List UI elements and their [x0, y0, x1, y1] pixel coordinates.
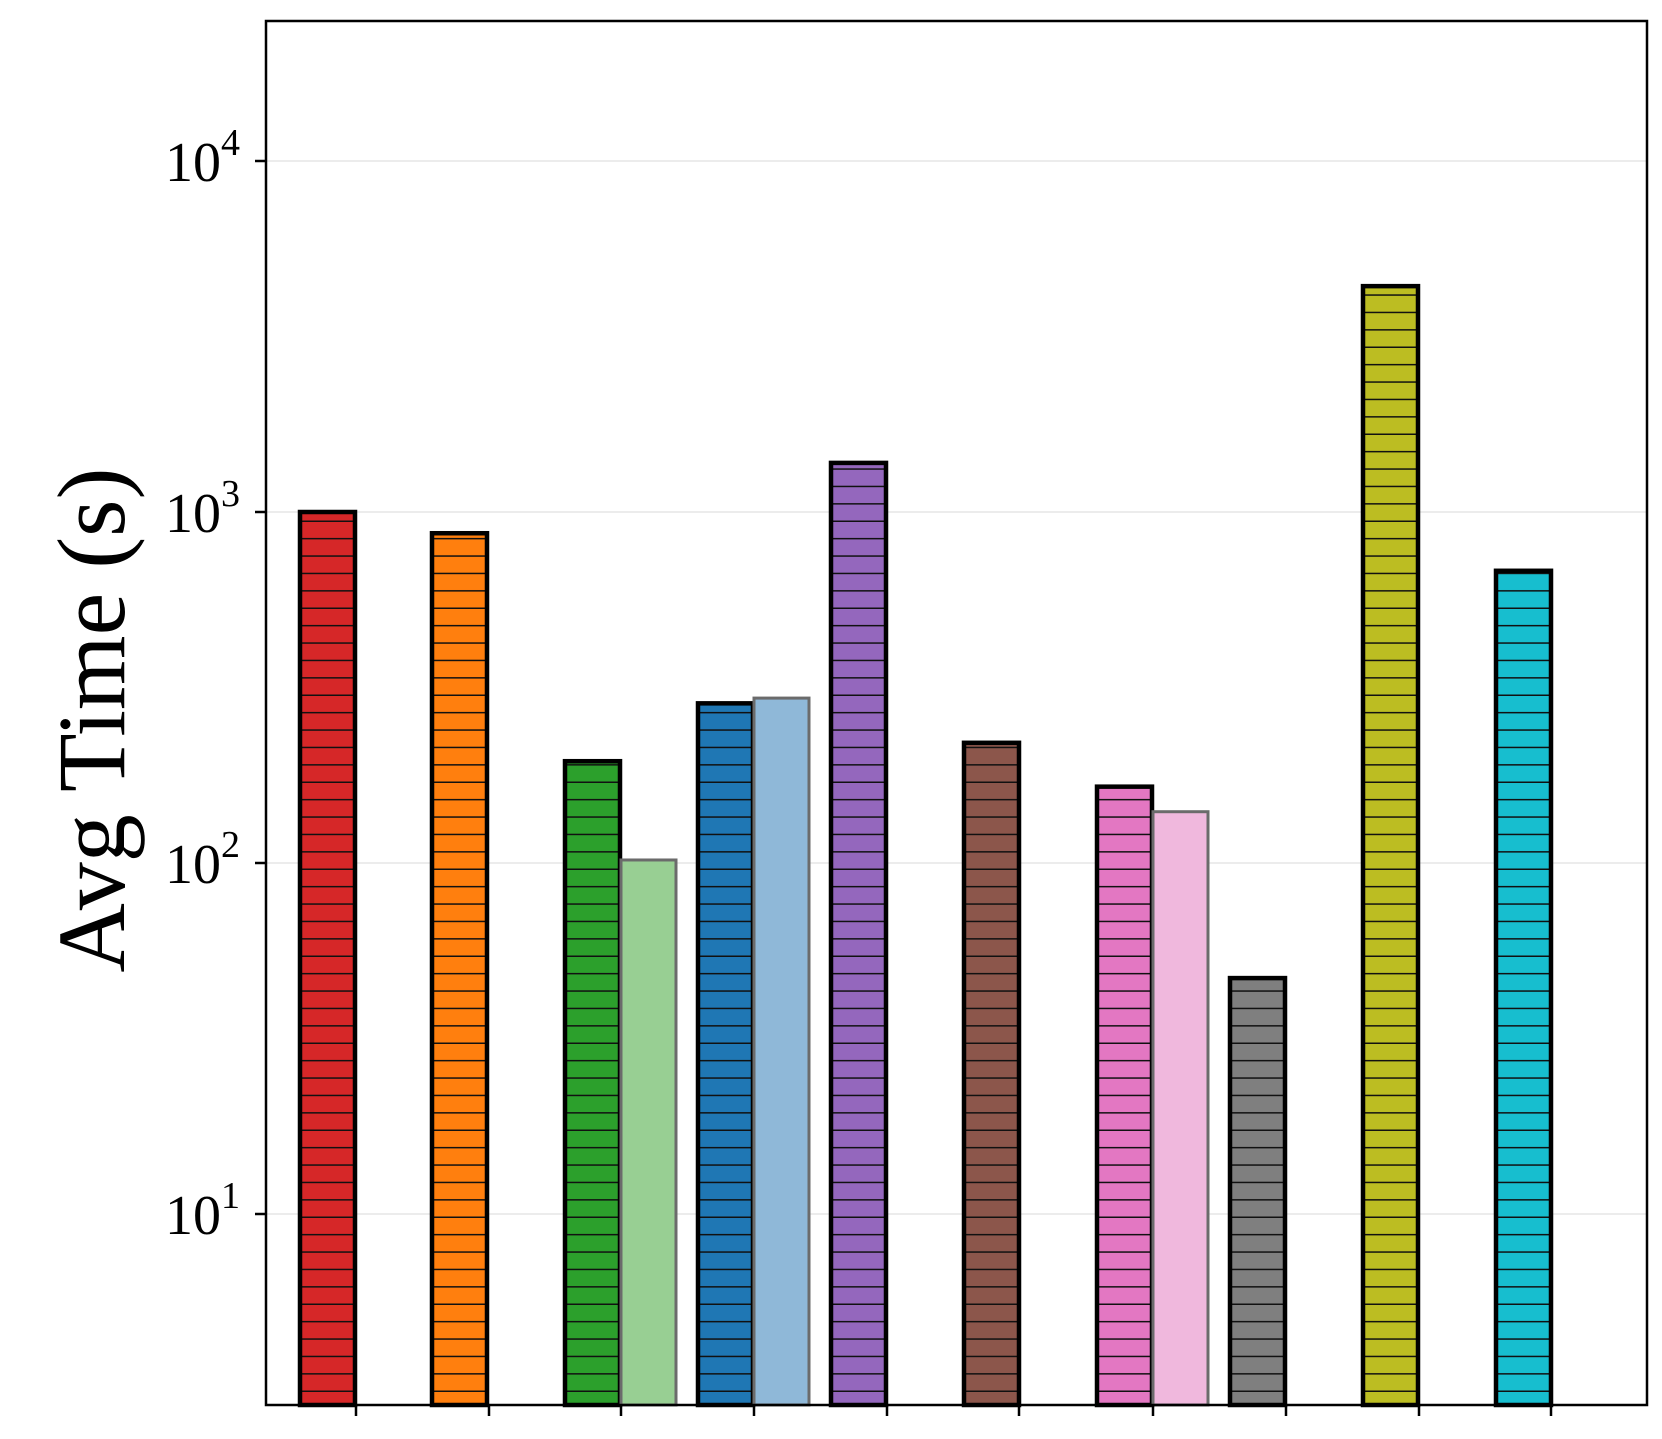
- bar-1-hatch: [300, 512, 355, 1405]
- bar-3b: [619, 858, 678, 1407]
- bar-10-hatch: [1496, 570, 1551, 1405]
- bar-4b: [752, 696, 811, 1407]
- y-tick-label-2: 103: [165, 473, 240, 545]
- bar-5: [828, 460, 889, 1408]
- bar-6-hatch: [964, 742, 1019, 1405]
- bar-8: [1227, 975, 1288, 1408]
- x-ticks: [354, 1405, 1553, 1416]
- y-axis-title: Avg Time (s): [38, 468, 145, 973]
- y-tick-base: 10: [165, 1185, 221, 1247]
- bar-3b-fill: [621, 859, 676, 1405]
- bar-8-hatch: [1230, 978, 1285, 1405]
- bar-7b-fill: [1153, 811, 1208, 1405]
- y-tick-label-1: 102: [165, 824, 240, 896]
- bar-3a-hatch: [565, 761, 620, 1405]
- y-tick-exponent: 2: [221, 824, 240, 866]
- y-tick-base: 10: [165, 834, 221, 896]
- bar-7b: [1151, 810, 1210, 1407]
- bar-4b-fill: [754, 698, 809, 1405]
- bar-5-hatch: [831, 462, 886, 1405]
- y-tick-exponent: 1: [221, 1175, 240, 1217]
- bar-4a-hatch: [698, 703, 753, 1405]
- y-tick-exponent: 4: [221, 122, 240, 164]
- bar-9-hatch: [1363, 286, 1418, 1406]
- y-tick-base: 10: [165, 132, 221, 194]
- y-tick-base: 10: [165, 483, 221, 545]
- bar-1: [297, 509, 358, 1408]
- bar-10: [1493, 568, 1554, 1408]
- bars: [297, 283, 1554, 1408]
- bar-6: [961, 740, 1022, 1408]
- bar-9: [1360, 283, 1421, 1408]
- y-tick-label-3: 104: [165, 122, 240, 194]
- bar-4a: [695, 701, 756, 1408]
- y-tick-exponent: 3: [221, 473, 240, 515]
- bar-7a-hatch: [1097, 786, 1152, 1405]
- bar-2: [429, 530, 490, 1408]
- bar-7a: [1094, 784, 1155, 1408]
- bar-2-hatch: [432, 533, 487, 1405]
- axes: [264, 19, 1649, 1407]
- plot-frame: [264, 19, 1649, 1407]
- bar-3a: [562, 758, 623, 1408]
- y-tick-label-0: 101: [165, 1175, 240, 1247]
